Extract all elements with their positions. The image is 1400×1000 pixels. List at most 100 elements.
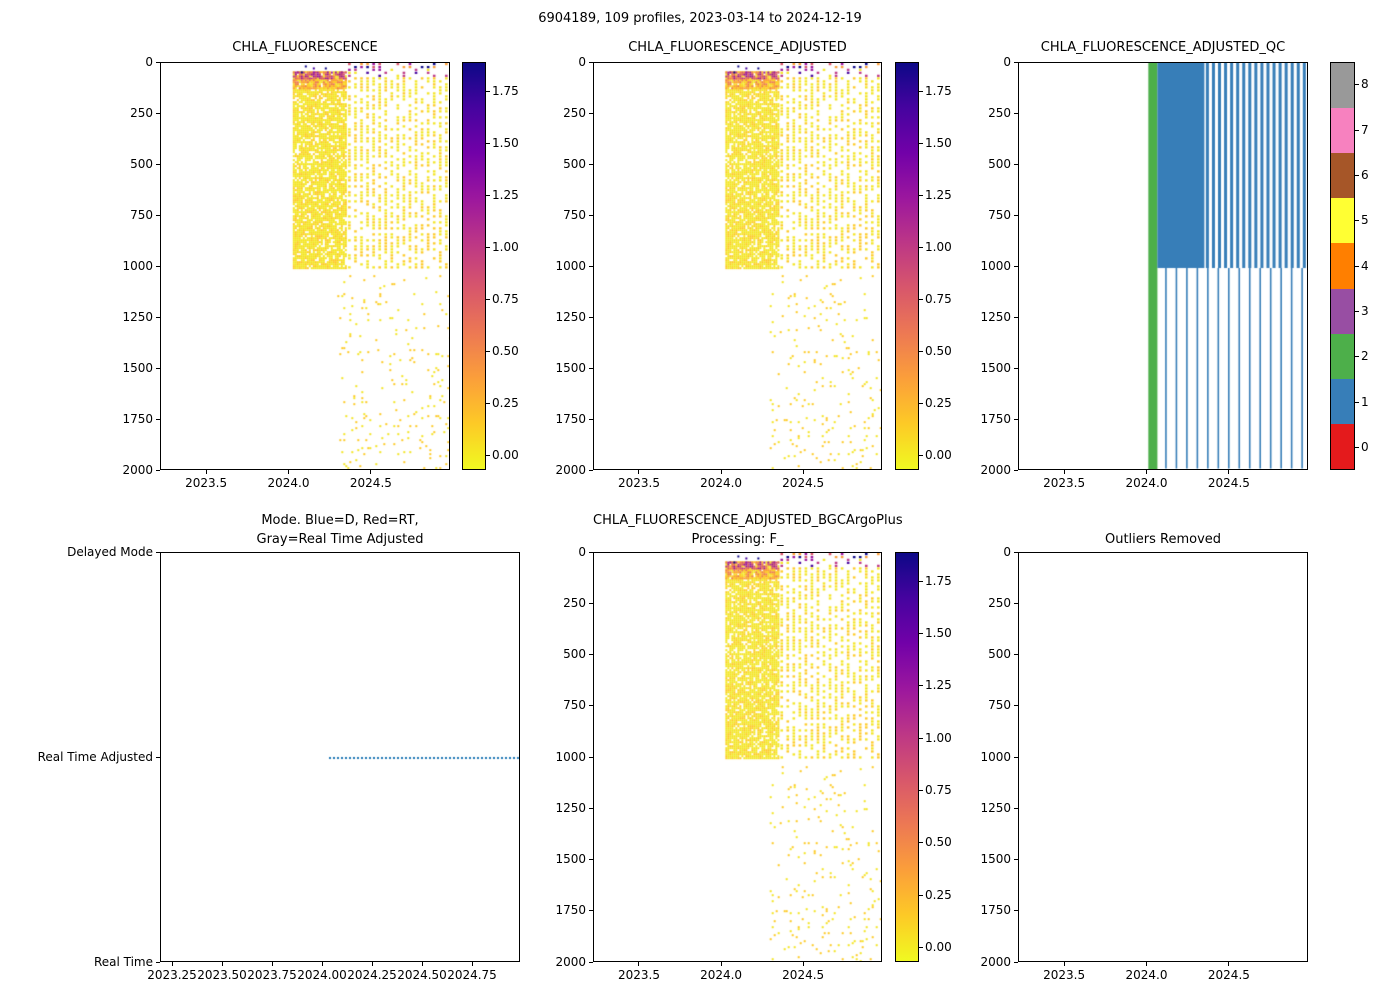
y-tick bbox=[156, 469, 160, 471]
colorbar-tick bbox=[919, 789, 923, 791]
x-tick bbox=[638, 470, 640, 474]
colorbar-tick-label: 4 bbox=[1361, 258, 1369, 273]
x-tick-label: 2024.5 bbox=[1207, 968, 1250, 982]
y-tick bbox=[156, 163, 160, 165]
colorbar-tick bbox=[919, 298, 923, 300]
colorbar-tick bbox=[1355, 446, 1359, 448]
x-tick bbox=[638, 962, 640, 966]
y-tick-label: 1500 bbox=[980, 360, 1011, 375]
colorbar-tick-label: 7 bbox=[1361, 122, 1369, 137]
y-tick-label: 250 bbox=[563, 105, 586, 120]
x-tick-label: 2024.5 bbox=[782, 476, 825, 490]
subplot-title-bgcargoplus-line2: Processing: F_ bbox=[691, 532, 784, 547]
y-tick-label: 1750 bbox=[122, 411, 153, 426]
y-tick-label: 250 bbox=[563, 595, 586, 610]
y-tick-label: 250 bbox=[988, 105, 1011, 120]
colorbar-tick-label: 2 bbox=[1361, 349, 1369, 364]
y-tick bbox=[1014, 859, 1018, 860]
y-tick-label: 750 bbox=[988, 698, 1011, 713]
subplot-title-mode-line1: Mode. Blue=D, Red=RT, bbox=[261, 513, 419, 528]
y-tick-label: 2000 bbox=[980, 462, 1011, 477]
colorbar-2 bbox=[1330, 62, 1355, 470]
y-tick-label: 1250 bbox=[980, 309, 1011, 324]
plot-axes-0 bbox=[160, 62, 450, 470]
colorbar-1 bbox=[895, 62, 919, 470]
y-tick bbox=[1014, 214, 1018, 216]
subplot-title-outliers-removed: Outliers Removed bbox=[1104, 532, 1222, 547]
colorbar-tick bbox=[919, 946, 923, 948]
y-tick-label: 1750 bbox=[980, 411, 1011, 426]
y-tick bbox=[589, 163, 593, 165]
x-tick-label: 2024.25 bbox=[347, 968, 397, 982]
colorbar-tick bbox=[486, 194, 490, 196]
colorbar-tick bbox=[1355, 220, 1359, 222]
colorbar-tick bbox=[919, 350, 923, 352]
y-tick bbox=[1014, 265, 1018, 267]
colorbar-tick-label: 1.00 bbox=[492, 239, 519, 254]
colorbar-segment-qc5 bbox=[1331, 197, 1354, 244]
x-tick-label: 2023.5 bbox=[617, 476, 660, 490]
y-tick-label: 2000 bbox=[555, 954, 586, 969]
colorbar-tick-label: 0.25 bbox=[925, 395, 952, 410]
subplot-title-mode: Mode. Blue=D, Red=RT, Gray=Real Time Adj… bbox=[160, 511, 520, 549]
colorbar-tick-label: 0.50 bbox=[492, 343, 519, 358]
colorbar-segment-qc4 bbox=[1331, 242, 1354, 289]
colorbar-tick-label: 0.75 bbox=[925, 782, 952, 797]
figure-title: 6904189, 109 profiles, 2023-03-14 to 202… bbox=[538, 11, 862, 26]
colorbar-tick bbox=[1355, 356, 1359, 358]
colorbar-tick bbox=[919, 90, 923, 92]
x-tick-label: 2024.0 bbox=[267, 476, 310, 490]
y-tick bbox=[1014, 602, 1018, 604]
colorbar-tick-label: 5 bbox=[1361, 213, 1369, 228]
colorbar-4 bbox=[895, 552, 919, 962]
y-tick-label: 1750 bbox=[555, 903, 586, 918]
x-tick bbox=[471, 962, 473, 966]
colorbar-tick bbox=[1355, 129, 1359, 131]
y-tick-label: Real Time bbox=[93, 954, 153, 969]
colorbar-tick-label: 1.25 bbox=[925, 678, 952, 693]
y-tick bbox=[589, 418, 593, 420]
y-tick bbox=[589, 61, 593, 63]
y-tick-label: 1000 bbox=[980, 749, 1011, 764]
colorbar-tick-label: 0.00 bbox=[492, 447, 519, 462]
plot-canvas-5 bbox=[1019, 553, 1307, 961]
x-tick bbox=[205, 470, 207, 474]
y-tick bbox=[589, 214, 593, 216]
colorbar-tick-label: 1.50 bbox=[925, 135, 952, 150]
y-tick bbox=[156, 367, 160, 369]
plot-canvas-3 bbox=[161, 553, 519, 961]
y-tick bbox=[1014, 551, 1018, 553]
y-tick-label: 750 bbox=[563, 698, 586, 713]
colorbar-tick-label: 6 bbox=[1361, 167, 1369, 182]
plot-canvas-0 bbox=[161, 63, 449, 469]
y-tick bbox=[589, 756, 593, 758]
y-tick bbox=[1014, 654, 1018, 655]
colorbar-tick bbox=[486, 298, 490, 300]
subplot-title-bgcargoplus-line1: CHLA_FLUORESCENCE_ADJUSTED_BGCArgoPlus bbox=[593, 513, 903, 528]
y-tick-label: 0 bbox=[145, 54, 153, 69]
y-tick-label: 1250 bbox=[555, 800, 586, 815]
x-tick bbox=[720, 470, 722, 474]
colorbar-tick bbox=[1355, 265, 1359, 267]
colorbar-segment-qc1 bbox=[1331, 378, 1354, 424]
colorbar-tick-label: 1.50 bbox=[925, 626, 952, 641]
y-tick bbox=[589, 316, 593, 318]
y-tick-label: Delayed Mode bbox=[67, 544, 153, 559]
x-tick bbox=[720, 962, 722, 966]
y-tick-label: 1750 bbox=[555, 411, 586, 426]
y-tick-label: 0 bbox=[578, 544, 586, 559]
colorbar-segment-qc6 bbox=[1331, 152, 1354, 199]
y-tick-label: 1250 bbox=[122, 309, 153, 324]
colorbar-tick-label: 0.00 bbox=[925, 447, 952, 462]
y-tick bbox=[156, 316, 160, 318]
colorbar-tick-label: 0.75 bbox=[492, 291, 519, 306]
y-tick bbox=[1014, 367, 1018, 369]
y-tick bbox=[589, 367, 593, 369]
colorbar-tick bbox=[919, 580, 923, 582]
colorbar-tick-label: 0.50 bbox=[925, 343, 952, 358]
colorbar-tick bbox=[919, 142, 923, 144]
y-tick bbox=[589, 807, 593, 809]
y-tick bbox=[589, 859, 593, 860]
colorbar-tick-label: 0.50 bbox=[925, 835, 952, 850]
y-tick bbox=[156, 112, 160, 114]
